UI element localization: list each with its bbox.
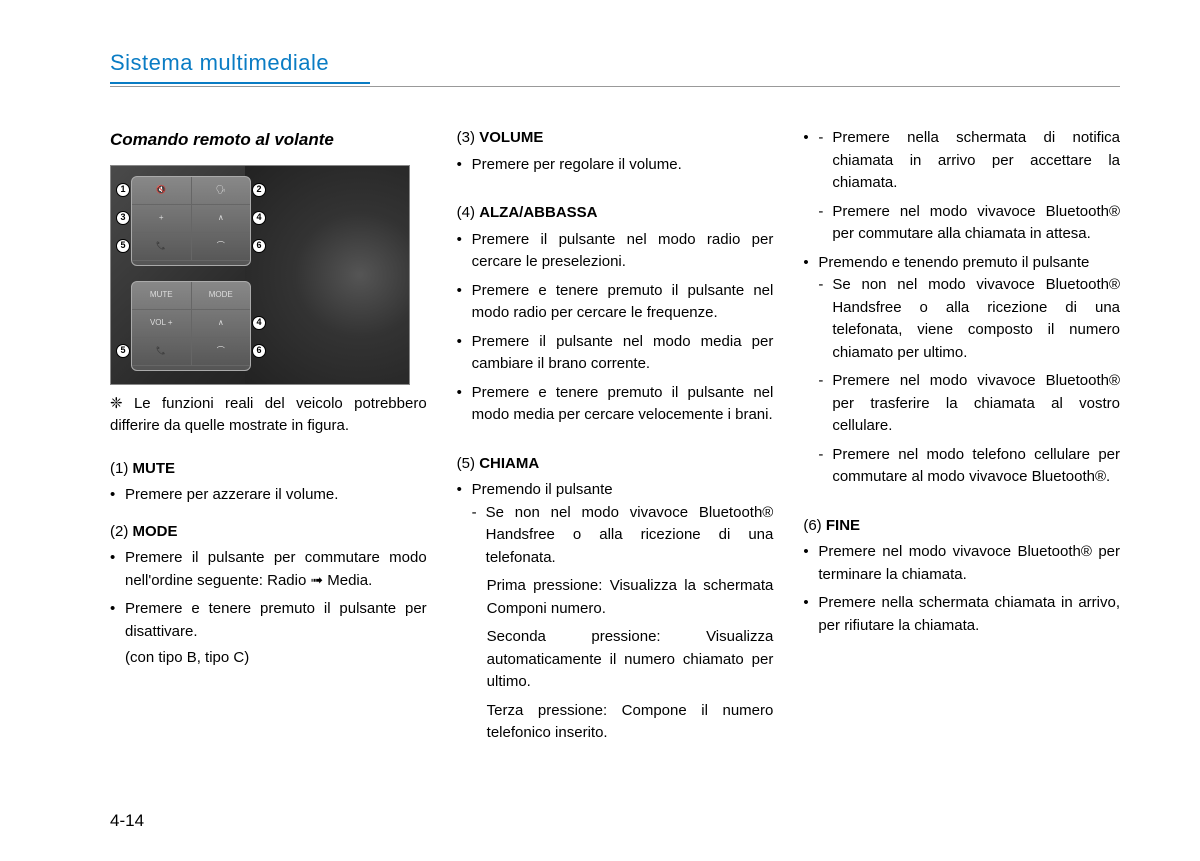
item-5-sub-1b: Seconda pressione: Visualizza automatica…	[472, 626, 774, 694]
call-icon: 📞	[156, 240, 166, 252]
item-6-bullet-1: Premere nel modo vivavoce Bluetooth® per…	[803, 541, 1120, 586]
item-4-bullet-3: Premere il pulsante nel modo media per c…	[457, 331, 774, 376]
figure-note: ❈ Le funzioni reali del veicolo potrebbe…	[110, 393, 427, 438]
item-5-sub-4: Se non nel modo vivavoce Bluetooth® Hand…	[818, 274, 1120, 364]
item-5-heading: (5) CHIAMA	[457, 453, 774, 476]
column-1: Comando remoto al volante 🔇1 🗣2 +3 ∧4 📞5…	[110, 127, 427, 751]
call-icon: 📞	[156, 345, 166, 357]
mute-icon: 🔇	[156, 184, 166, 196]
item-6-bullet-2: Premere nella schermata chiamata in arri…	[803, 592, 1120, 637]
column-3: Premere nella schermata di notifica chia…	[803, 127, 1120, 751]
end-icon: ⌒	[217, 240, 225, 252]
section-title: Comando remoto al volante	[110, 127, 427, 153]
item-4-bullet-4: Premere e tenere premuto il pulsante nel…	[457, 382, 774, 427]
item-3-bullet: Premere per regolare il volume.	[457, 154, 774, 177]
item-4-bullet-2: Premere e tenere premuto il pulsante nel…	[457, 280, 774, 325]
item-3-heading: (3) VOLUME	[457, 127, 774, 150]
item-5-sub-1c: Terza pressione: Compone il numero telef…	[472, 700, 774, 745]
item-5-sub-3: Premere nel modo vivavoce Bluetooth® per…	[818, 201, 1120, 246]
item-5-sub-1: Se non nel modo vivavoce Bluetooth® Hand…	[472, 502, 774, 570]
item-1-bullet: Premere per azzerare il volume.	[110, 484, 427, 507]
item-2-bullet-1: Premere il pulsante per commutare modo n…	[110, 547, 427, 592]
content-columns: Comando remoto al volante 🔇1 🗣2 +3 ∧4 📞5…	[110, 127, 1120, 751]
item-4-bullet-1: Premere il pulsante nel modo radio per c…	[457, 229, 774, 274]
item-5-sub-6: Premere nel modo telefono cellulare per …	[818, 444, 1120, 489]
item-5-sub-1a: Prima pressione: Visualizza la schermata…	[472, 575, 774, 620]
header-rule-blue	[110, 82, 370, 84]
item-2-heading: (2) MODE	[110, 521, 427, 544]
item-5-bullet-2: Premendo e tenendo premuto il pulsante S…	[803, 252, 1120, 489]
header-rule-gray	[110, 86, 1120, 87]
item-5-sub-2: Premere nella schermata di notifica chia…	[818, 127, 1120, 195]
steering-wheel-figure: 🔇1 🗣2 +3 ∧4 📞5 ⌒6 MUTE MODE VOL	[110, 165, 410, 385]
item-6-heading: (6) FINE	[803, 515, 1120, 538]
page-number: 4-14	[110, 811, 144, 831]
item-5-bullet-1: Premendo il pulsante Se non nel modo viv…	[457, 479, 774, 745]
column-2: (3) VOLUME Premere per regolare il volum…	[457, 127, 774, 751]
voice-icon: 🗣	[216, 184, 226, 196]
end-icon: ⌒	[217, 345, 225, 357]
page-header: Sistema multimediale	[110, 50, 1120, 76]
item-5-sub-5: Premere nel modo vivavoce Bluetooth® per…	[818, 370, 1120, 438]
item-1-heading: (1) MUTE	[110, 458, 427, 481]
item-4-heading: (4) ALZA/ABBASSA	[457, 202, 774, 225]
item-2-bullet-2: Premere e tenere premuto il pulsante per…	[110, 598, 427, 670]
item-5-cont: Premere nella schermata di notifica chia…	[803, 127, 1120, 246]
